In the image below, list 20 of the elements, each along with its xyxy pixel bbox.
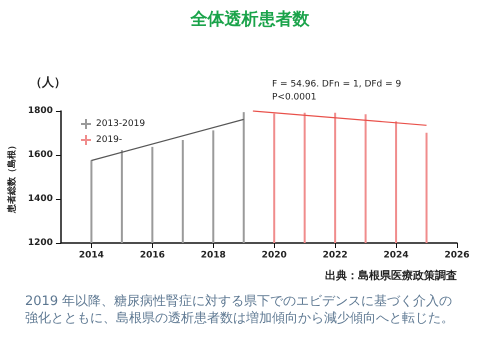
- y-tick-label: 1400: [28, 194, 53, 204]
- x-tick-label: 2016: [140, 250, 165, 260]
- legend-label: 2019-: [96, 135, 122, 145]
- text: （人）: [30, 75, 66, 89]
- legend-label: 2013-2019: [96, 119, 146, 129]
- y-tick-label: 1800: [28, 106, 53, 116]
- chart-title: 全体透析患者数: [190, 10, 310, 30]
- y-tick-label: 1200: [28, 238, 53, 248]
- x-tick-label: 2014: [78, 250, 104, 260]
- text: 2019 年以降、糖尿病性腎症に対する県下でのエビデンスに基づく介入の強化とともに、島根県の透析患者数は増加傾向から減少傾向へと転じた。: [25, 293, 454, 326]
- x-tick-label: 2020: [262, 250, 287, 260]
- text: P<0.0001: [272, 92, 316, 102]
- text: F = 54.96. DFn = 1, DFd = 9: [272, 80, 402, 90]
- y-axis-title: 患者総数（島根）: [6, 141, 18, 214]
- x-tick-label: 2018: [200, 250, 226, 260]
- x-tick-label: 2026: [444, 250, 470, 260]
- x-tick-label: 2024: [384, 250, 409, 260]
- source-note: 出典：島根県医療政策調査: [325, 269, 457, 282]
- y-tick-label: 1600: [28, 150, 53, 160]
- x-tick-label: 2022: [322, 250, 348, 260]
